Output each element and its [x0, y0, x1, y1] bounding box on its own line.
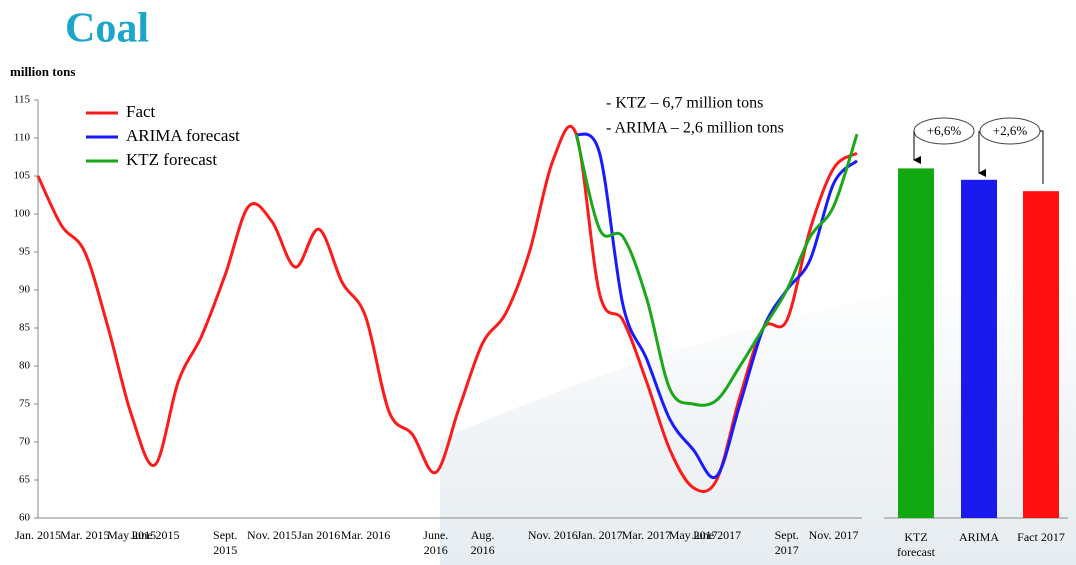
y-tick-label: 115 — [14, 94, 31, 106]
series-line — [575, 132, 859, 480]
x-tick-label: Aug. 2016 — [470, 528, 495, 557]
x-tick-label: Sept. 2017 — [774, 528, 799, 557]
x-tick-label: Mar. 2015 — [60, 528, 110, 542]
y-tick-label: 60 — [19, 512, 31, 524]
y-tick-label: 85 — [19, 322, 31, 334]
y-tick-label: 110 — [14, 132, 31, 144]
x-tick-label: June 2015 — [130, 528, 180, 542]
bar — [898, 168, 934, 518]
legend-label: ARIMA forecast — [126, 126, 240, 145]
y-tick-label: 80 — [19, 360, 31, 372]
legend-label: KTZ forecast — [126, 150, 217, 169]
annotation-connector — [1040, 130, 1044, 184]
y-tick-label: 65 — [19, 474, 31, 486]
annotation: +2,6% — [993, 123, 1028, 138]
x-tick-label: Nov. 2015 — [247, 528, 297, 542]
x-tick-label: KTZ forecast — [897, 530, 935, 559]
bar — [1023, 191, 1059, 518]
x-tick-label: Nov. 2016 — [527, 528, 578, 542]
y-tick-label: 95 — [19, 246, 31, 258]
x-tick-label: Sept. 2015 — [213, 528, 238, 557]
legend-label: Fact — [126, 102, 156, 121]
bar — [961, 179, 997, 519]
x-tick-label: June 2017 — [692, 528, 742, 542]
series-line — [574, 133, 859, 407]
y-axis-label: million tons — [10, 64, 75, 79]
x-tick-label: May 2017 — [668, 528, 718, 542]
y-tick-label: 105 — [14, 170, 31, 182]
x-tick-label: Jan. 2015 — [15, 528, 61, 542]
x-tick-label: Nov. 2017 — [808, 528, 859, 542]
y-tick-label: 90 — [19, 284, 31, 296]
x-tick-label: May 2015 — [107, 528, 157, 542]
x-tick-label: Mar. 2016 — [340, 528, 391, 542]
x-tick-label: ARIMA — [958, 530, 999, 544]
x-tick-label: Mar. 2017 — [621, 528, 672, 542]
y-tick-label: 75 — [19, 398, 31, 410]
annotation: +6,6% — [927, 123, 962, 138]
y-tick-label: 70 — [19, 436, 31, 448]
x-tick-label: June. 2016 — [423, 528, 449, 557]
slide-title: Coal — [65, 6, 149, 52]
annotation: - ARIMA – 2,6 million tons — [606, 120, 784, 137]
x-tick-label: Fact 2017 — [1017, 530, 1065, 544]
x-tick-label: Jan. 2017 — [576, 528, 623, 542]
x-tick-label: Jan 2016 — [297, 528, 341, 542]
annotation: - KTZ – 6,7 million tons — [606, 95, 763, 112]
y-tick-label: 100 — [14, 208, 31, 220]
